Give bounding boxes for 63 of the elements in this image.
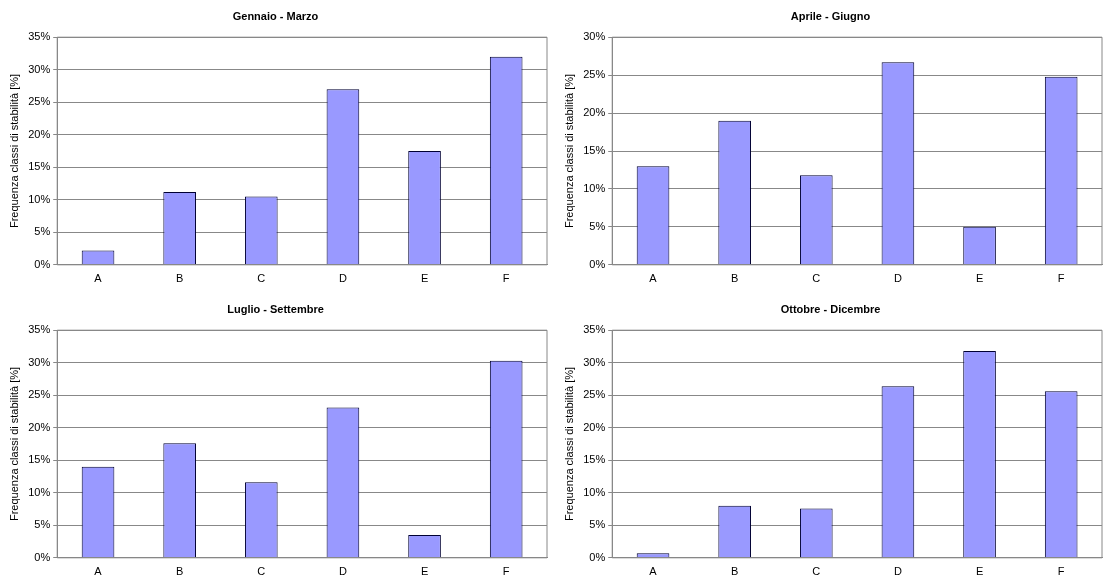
- x-tick-label: C: [812, 272, 821, 285]
- x-tick-label: F: [1057, 272, 1065, 285]
- x-tick-label: E: [420, 565, 429, 578]
- y-tick-label: 25%: [583, 388, 606, 401]
- x-tick-label: C: [257, 565, 266, 578]
- y-tick-label: 10%: [28, 485, 51, 498]
- x-tick-label: A: [94, 272, 103, 285]
- chart-title: Ottobre - Dicembre: [780, 302, 881, 315]
- x-tick-label: B: [175, 272, 184, 285]
- x-tick-label: A: [649, 272, 658, 285]
- y-tick-label: 5%: [589, 219, 606, 232]
- x-tick-label: E: [420, 272, 429, 285]
- y-axis-title: Frequenza classi di stabilità [%]: [7, 73, 20, 229]
- y-tick-label: 30%: [28, 355, 51, 368]
- x-tick-label: D: [893, 272, 902, 285]
- y-tick-label: 0%: [589, 257, 606, 270]
- y-tick-label: 30%: [583, 355, 606, 368]
- x-tick-label: F: [502, 272, 510, 285]
- y-tick-label: 10%: [28, 192, 51, 205]
- y-tick-label: 15%: [583, 144, 606, 157]
- x-tick-label: B: [730, 565, 739, 578]
- y-tick-label: 5%: [34, 225, 51, 238]
- y-tick-label: 20%: [583, 106, 606, 119]
- y-tick-label: 5%: [589, 518, 606, 531]
- y-tick-label: 0%: [34, 550, 51, 563]
- y-tick-label: 20%: [583, 420, 606, 433]
- x-tick-label: D: [338, 272, 347, 285]
- y-tick-label: 20%: [28, 127, 51, 140]
- y-tick-label: 15%: [28, 453, 51, 466]
- y-axis-title: Frequenza classi di stabilità [%]: [562, 73, 575, 229]
- x-tick-label: E: [975, 272, 984, 285]
- y-tick-label: 0%: [34, 257, 51, 270]
- x-tick-label: F: [502, 565, 510, 578]
- y-tick-label: 25%: [28, 388, 51, 401]
- y-tick-label: 35%: [28, 30, 51, 43]
- x-tick-label: D: [893, 565, 902, 578]
- x-tick-label: F: [1057, 565, 1065, 578]
- y-tick-label: 30%: [28, 62, 51, 75]
- y-tick-label: 0%: [589, 550, 606, 563]
- chart-title: Gennaio - Marzo: [232, 9, 319, 22]
- x-tick-label: C: [257, 272, 266, 285]
- y-tick-label: 5%: [34, 518, 51, 531]
- y-tick-label: 15%: [28, 160, 51, 173]
- y-tick-label: 35%: [28, 323, 51, 336]
- y-tick-label: 35%: [583, 323, 606, 336]
- y-tick-label: 30%: [583, 30, 606, 43]
- y-tick-label: 10%: [583, 485, 606, 498]
- y-axis-title: Frequenza classi di stabilità [%]: [562, 366, 575, 522]
- x-tick-label: E: [975, 565, 984, 578]
- chart-title: Aprile - Giugno: [790, 9, 871, 22]
- y-tick-label: 25%: [28, 95, 51, 108]
- x-tick-label: B: [730, 272, 739, 285]
- x-tick-label: C: [812, 565, 821, 578]
- x-tick-label: D: [338, 565, 347, 578]
- x-tick-label: A: [94, 565, 103, 578]
- y-tick-label: 25%: [583, 68, 606, 81]
- y-tick-label: 15%: [583, 453, 606, 466]
- x-tick-label: B: [175, 565, 184, 578]
- chart-title: Luglio - Settembre: [227, 302, 324, 315]
- y-tick-label: 10%: [583, 181, 606, 194]
- y-tick-label: 20%: [28, 420, 51, 433]
- x-tick-label: A: [649, 565, 658, 578]
- y-axis-title: Frequenza classi di stabilità [%]: [7, 366, 20, 522]
